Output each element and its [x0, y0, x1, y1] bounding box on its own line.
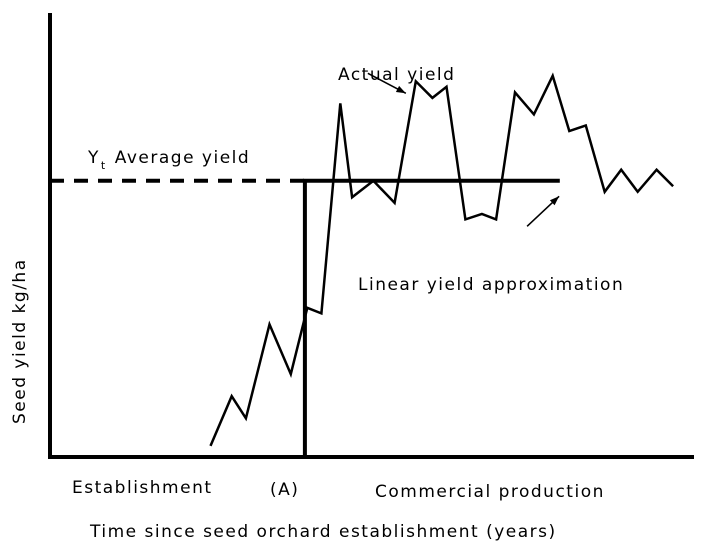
annotation-arrows — [367, 72, 560, 227]
average-yield-label: Yt Average yield — [87, 148, 250, 172]
actual-yield-annotation: Actual yield — [338, 65, 455, 85]
region-label-a: (A) — [270, 480, 299, 500]
linear-yield-arrow — [526, 195, 560, 227]
region-label-commercial: Commercial production — [375, 482, 605, 502]
x-axis-title: Time since seed orchard establishment (y… — [89, 522, 557, 542]
region-label-establishment: Establishment — [72, 478, 213, 498]
linear-yield-annotation: Linear yield approximation — [358, 275, 624, 295]
axes — [48, 13, 694, 459]
series-layer — [50, 72, 674, 457]
series-0-line — [209, 72, 674, 447]
actual-yield-arrow — [367, 72, 407, 95]
series-1-line — [302, 178, 560, 457]
y-axis-title: Seed yield kg/ha — [10, 258, 30, 424]
